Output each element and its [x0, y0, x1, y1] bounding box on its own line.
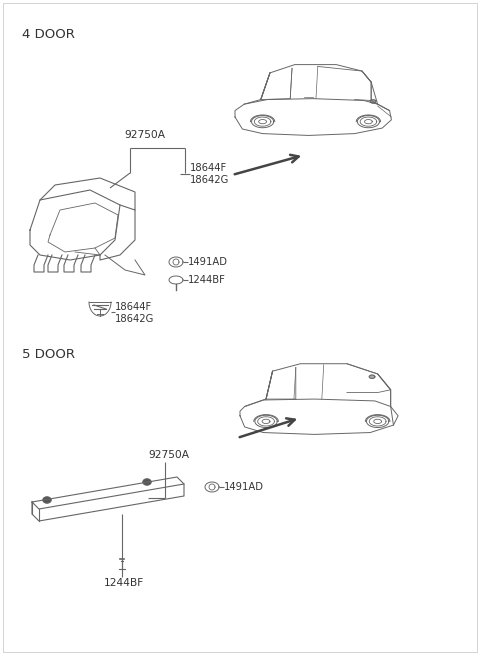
- Polygon shape: [370, 100, 376, 103]
- Text: 92750A: 92750A: [124, 130, 166, 140]
- Text: 92750A: 92750A: [148, 450, 189, 460]
- Text: 4 DOOR: 4 DOOR: [22, 28, 75, 41]
- Text: 18644F: 18644F: [190, 163, 227, 173]
- Text: 1244BF: 1244BF: [188, 275, 226, 285]
- Text: 5 DOOR: 5 DOOR: [22, 348, 75, 361]
- Text: 1244BF: 1244BF: [104, 578, 144, 588]
- Polygon shape: [43, 497, 51, 503]
- Text: 1491AD: 1491AD: [224, 482, 264, 492]
- Text: 18642G: 18642G: [115, 314, 155, 324]
- Text: 18642G: 18642G: [190, 175, 229, 185]
- Polygon shape: [143, 479, 151, 485]
- Text: 18644F: 18644F: [115, 302, 152, 312]
- Polygon shape: [369, 375, 375, 379]
- Text: 1491AD: 1491AD: [188, 257, 228, 267]
